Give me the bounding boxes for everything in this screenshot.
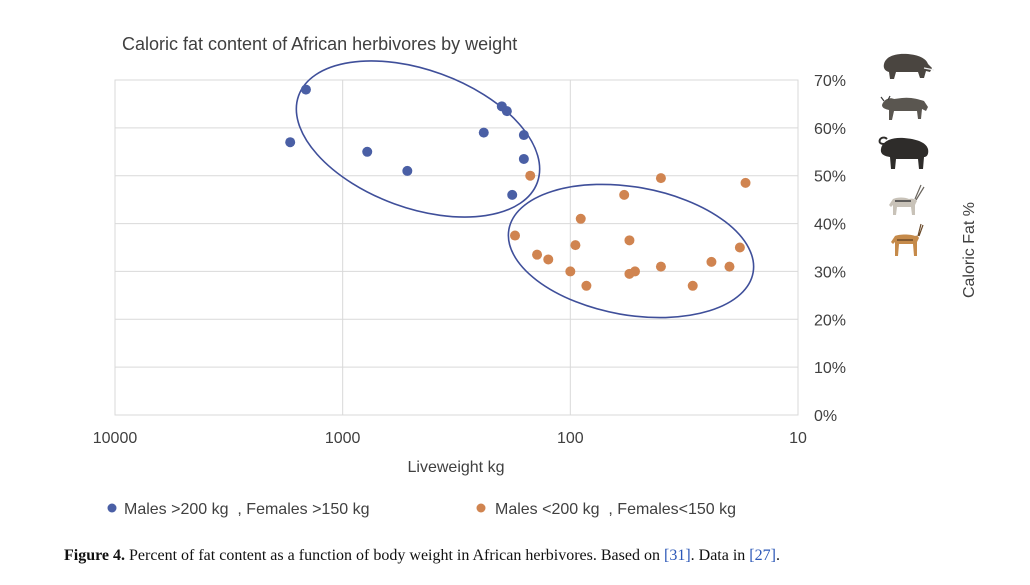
- group-ellipses: [295, 60, 755, 319]
- caption-text-3: .: [775, 547, 780, 564]
- data-point-small: [655, 261, 666, 272]
- y-axis-label: Caloric Fat %: [961, 202, 978, 298]
- x-axis-label: Liveweight kg: [408, 459, 505, 476]
- caption-text-2: . Data in: [690, 547, 750, 564]
- data-point-large: [507, 189, 518, 200]
- data-point-small: [706, 256, 717, 267]
- data-point-small: [532, 249, 543, 260]
- data-point-small: [525, 170, 536, 181]
- caption-text: Percent of fat content as a function of …: [125, 547, 664, 564]
- data-point-small: [724, 261, 735, 272]
- oryx-icon: [889, 184, 925, 215]
- caption-ref-27[interactable]: [27]: [749, 547, 776, 564]
- y-tick-label: 10%: [814, 360, 846, 377]
- legend-label-small: Males <200 kg , Females<150 kg: [495, 501, 736, 518]
- springbok-icon: [891, 223, 924, 256]
- large-group-ellipse: [295, 60, 541, 218]
- y-tick-labels: 0% 10% 20% 30% 40% 50% 60% 70%: [814, 73, 846, 425]
- data-point-small: [629, 266, 640, 277]
- data-points: [285, 84, 751, 291]
- data-point-large: [501, 106, 512, 117]
- x-tick-label: 10000: [93, 430, 138, 447]
- x-tick-label: 100: [557, 430, 584, 447]
- data-point-large: [478, 127, 489, 138]
- x-tick-label: 10: [789, 430, 807, 447]
- data-point-small: [734, 242, 745, 253]
- data-point-small: [543, 254, 554, 265]
- wildebeest-icon: [880, 95, 928, 120]
- legend-label-large: Males >200 kg , Females >150 kg: [124, 501, 369, 518]
- data-point-small: [687, 280, 698, 291]
- legend-marker-large: [107, 503, 117, 513]
- data-point-small: [624, 235, 635, 246]
- y-tick-label: 70%: [814, 73, 846, 90]
- y-tick-label: 30%: [814, 264, 846, 281]
- plot-area: [114, 79, 799, 416]
- x-tick-labels: 10000 1000 100 10: [93, 430, 807, 447]
- y-tick-label: 0%: [814, 408, 837, 425]
- data-point-large: [518, 153, 529, 164]
- data-point-large: [518, 130, 529, 141]
- data-point-large: [300, 84, 311, 95]
- data-point-large: [285, 137, 296, 148]
- y-tick-label: 50%: [814, 169, 846, 186]
- legend: Males >200 kg , Females >150 kg Males <2…: [107, 501, 736, 518]
- figure-caption: Figure 4. Percent of fat content as a fu…: [64, 547, 1024, 565]
- data-point-small: [565, 266, 576, 277]
- x-tick-label: 1000: [325, 430, 361, 447]
- data-point-small: [655, 173, 666, 184]
- warthog-icon: [883, 53, 935, 79]
- y-tick-label: 20%: [814, 312, 846, 329]
- caption-ref-31[interactable]: [31]: [663, 547, 691, 564]
- data-point-small: [575, 213, 586, 224]
- data-point-small: [581, 280, 592, 291]
- chart-title: Caloric fat content of African herbivore…: [122, 34, 517, 54]
- data-point-large: [402, 165, 413, 176]
- buffalo-icon: [878, 136, 929, 169]
- data-point-small: [619, 189, 630, 200]
- grid-lines: [114, 79, 799, 416]
- data-point-small: [510, 230, 521, 241]
- small-group-ellipse: [507, 183, 755, 319]
- y-tick-label: 60%: [814, 121, 846, 138]
- y-tick-label: 40%: [814, 217, 846, 234]
- data-point-small: [570, 240, 581, 251]
- legend-marker-small: [476, 503, 486, 513]
- data-point-large: [362, 146, 373, 157]
- caption-label: Figure 4.: [64, 547, 126, 564]
- data-point-small: [740, 177, 751, 188]
